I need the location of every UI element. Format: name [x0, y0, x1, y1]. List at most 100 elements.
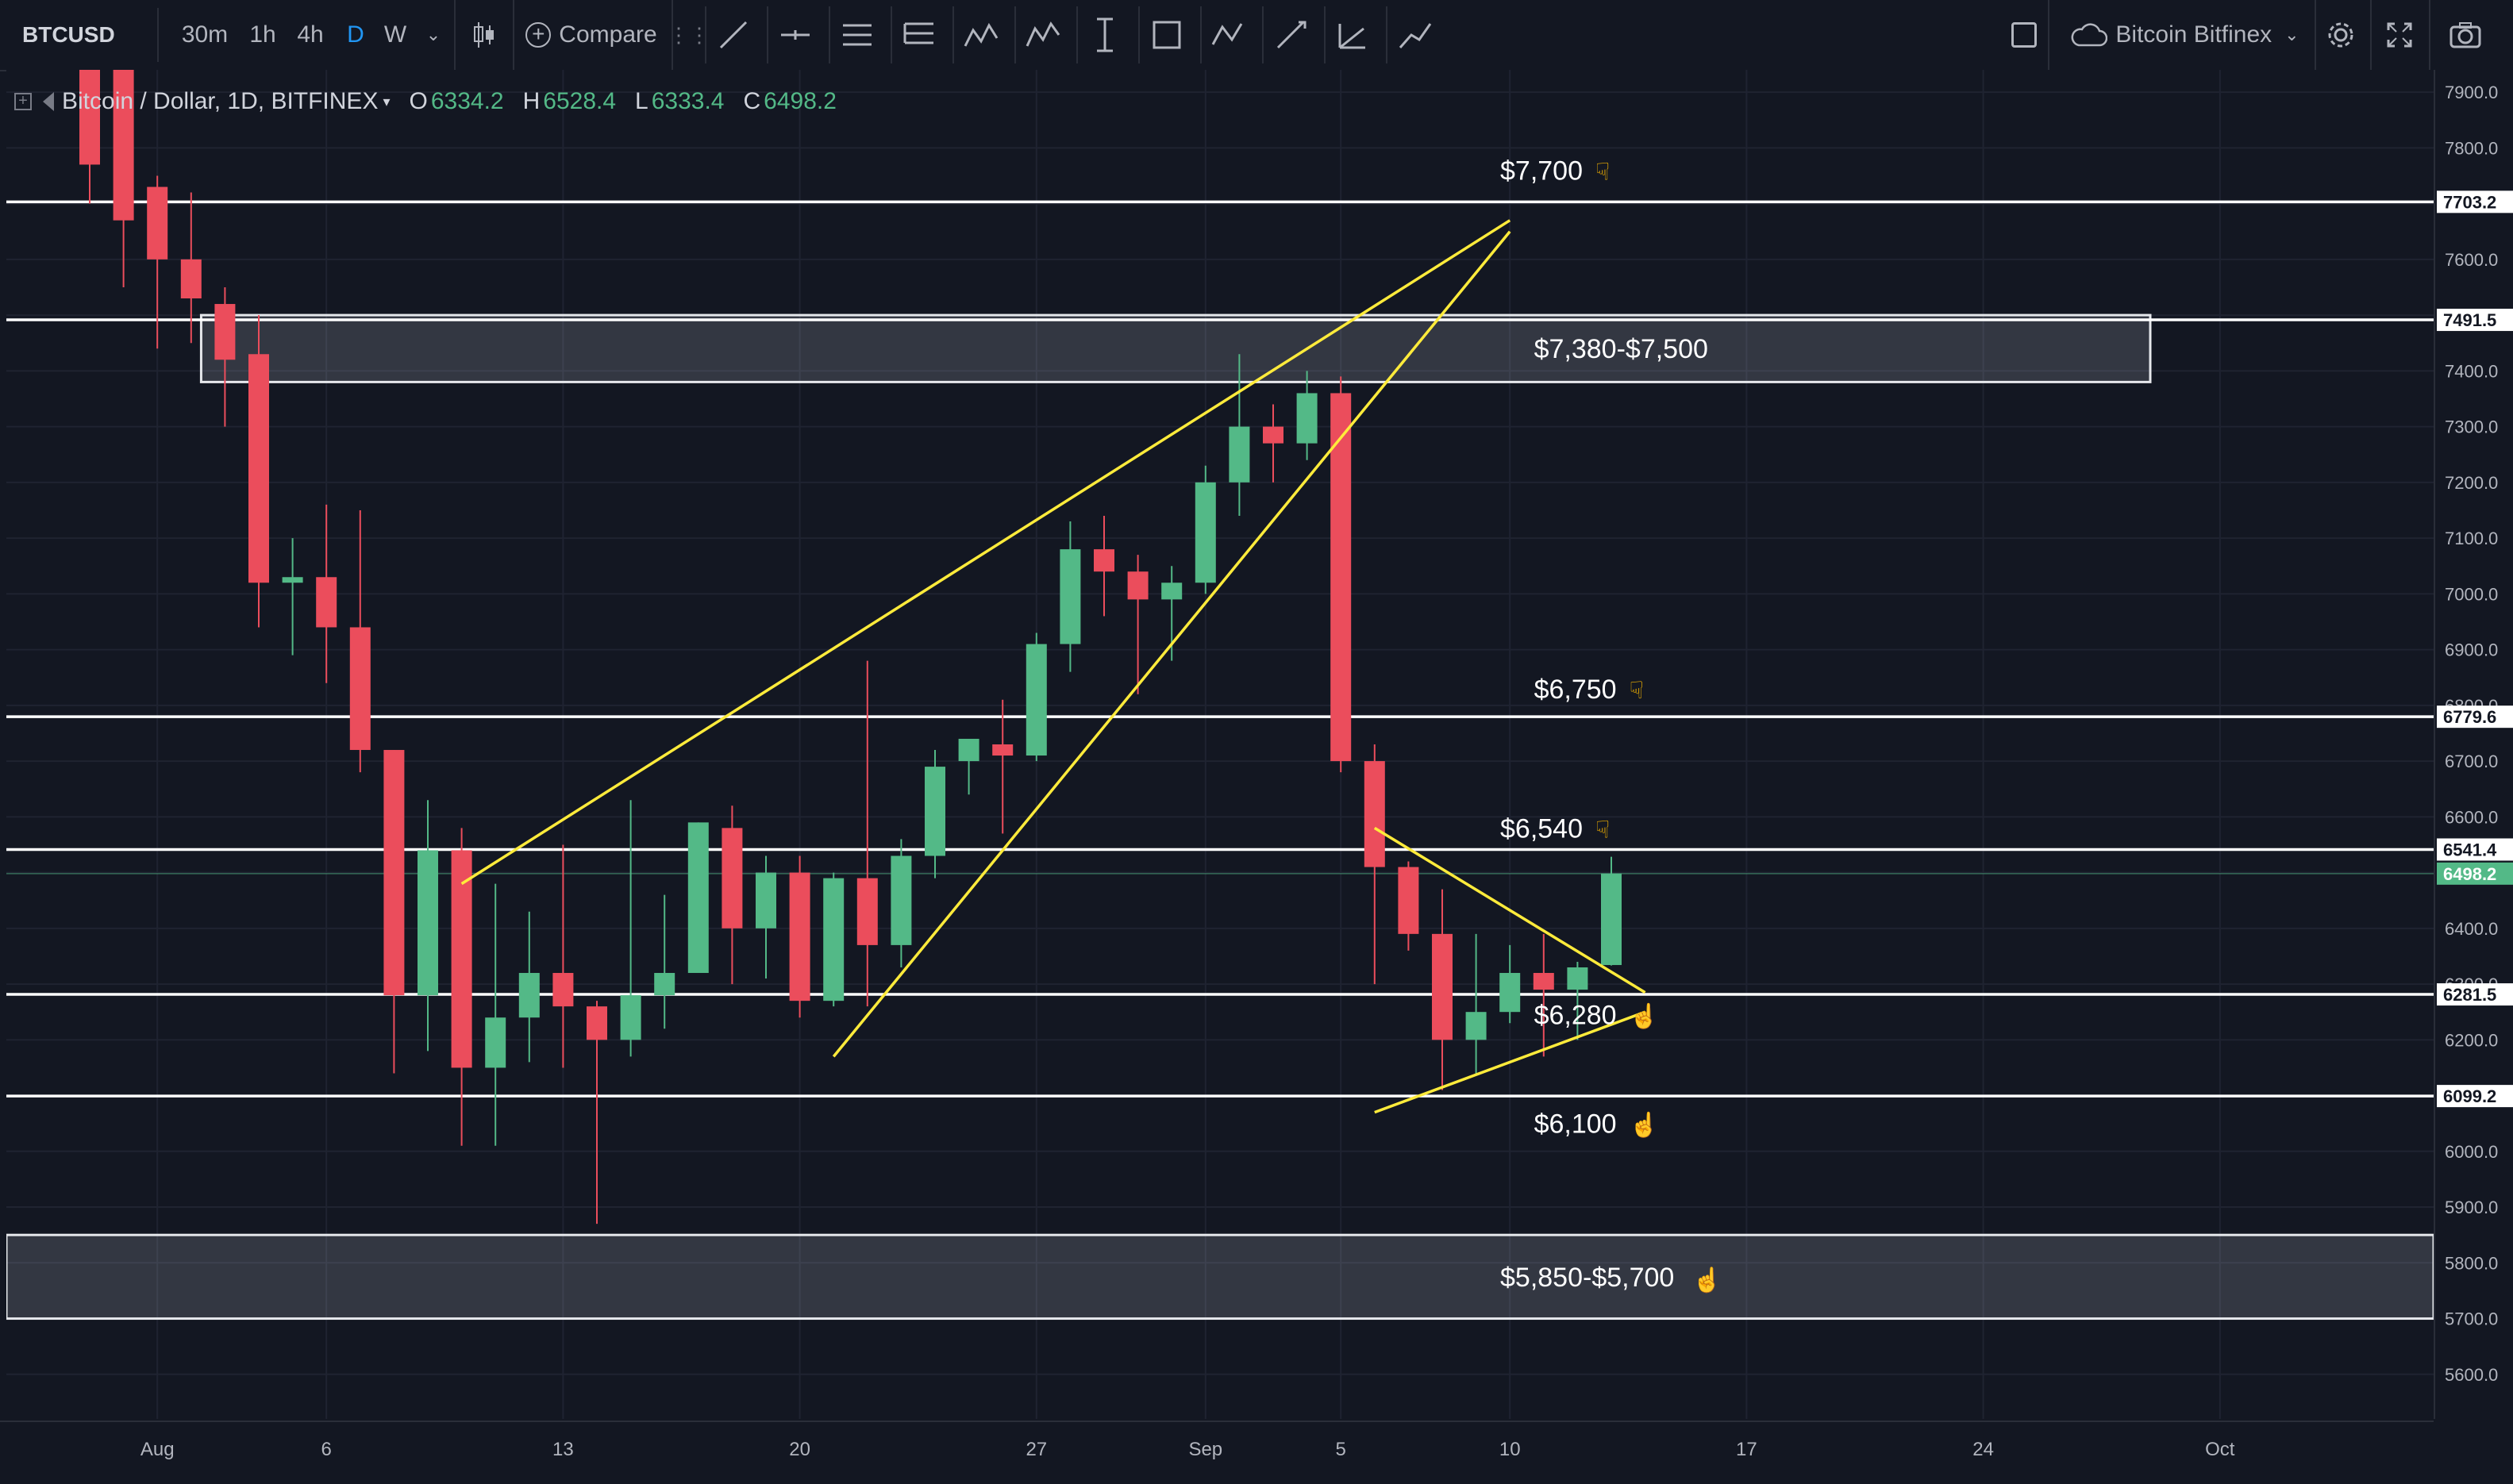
candle-body — [823, 878, 845, 1002]
interval-4h[interactable]: 4h — [297, 21, 324, 48]
gann-fan-tool-icon[interactable] — [1324, 6, 1380, 63]
candle[interactable] — [891, 839, 912, 967]
candle[interactable] — [789, 855, 810, 1018]
expand-icon[interactable] — [2376, 0, 2423, 70]
legend-dropdown-icon[interactable]: ▾ — [383, 93, 391, 110]
candle[interactable] — [113, 70, 134, 287]
trendline[interactable] — [1374, 1010, 1646, 1114]
candle[interactable] — [1127, 555, 1149, 694]
fib-retracement-tool-icon[interactable] — [891, 6, 946, 63]
candle[interactable] — [620, 800, 641, 1057]
candle[interactable] — [1567, 961, 1588, 1040]
price-tick-label: 7800.0 — [2445, 138, 2498, 158]
pointing-down-hand-icon: ☟ — [1630, 678, 1644, 704]
candle[interactable] — [1195, 465, 1216, 594]
candle[interactable] — [958, 738, 979, 795]
candle[interactable] — [1060, 521, 1081, 672]
price-tick-label: 6900.0 — [2445, 640, 2498, 660]
candle[interactable] — [992, 699, 1014, 834]
candle-body — [1364, 761, 1385, 867]
candle[interactable] — [756, 855, 776, 979]
candle[interactable] — [418, 800, 438, 1051]
candle[interactable] — [552, 844, 574, 1068]
candle[interactable] — [248, 315, 269, 628]
time-tick-label: 17 — [1736, 1439, 1757, 1460]
candle[interactable] — [316, 504, 337, 683]
interval-1w[interactable]: W — [383, 21, 407, 48]
candle[interactable] — [587, 1001, 607, 1224]
chart-background — [6, 70, 2434, 1419]
candle[interactable] — [383, 750, 405, 1074]
pitchfork-tool-icon[interactable] — [829, 6, 884, 63]
trendline[interactable] — [460, 219, 1511, 886]
price-tick-label: 5700.0 — [2445, 1309, 2498, 1329]
candle[interactable] — [925, 750, 945, 878]
candle-body — [485, 1017, 506, 1068]
time-axis[interactable]: Aug 6 13 20 27 Sep 5 10 17 24 Oct — [0, 1421, 2434, 1484]
candle[interactable] — [722, 805, 743, 985]
candle[interactable] — [1465, 933, 1487, 1074]
candle[interactable] — [856, 660, 878, 1007]
candle-body — [1499, 973, 1521, 1013]
interval-dropdown-chevron-icon[interactable]: ⌄ — [425, 25, 441, 44]
legend-collapse-icon[interactable]: + — [14, 93, 32, 110]
candle[interactable] — [687, 822, 709, 974]
price-tick-label: 5800.0 — [2445, 1253, 2498, 1273]
chart-type-candles-icon[interactable] — [460, 0, 508, 70]
candle[interactable] — [1364, 744, 1385, 985]
candle[interactable] — [654, 894, 675, 1029]
fullscreen-toggle-icon[interactable] — [2007, 0, 2042, 70]
measure-tool-icon[interactable] — [1076, 6, 1132, 63]
candle-body — [113, 70, 134, 221]
price-axis[interactable]: 5600.05700.05800.05900.06000.06100.06200… — [2434, 70, 2513, 1419]
candle[interactable] — [1398, 861, 1419, 951]
candle-body — [891, 855, 912, 945]
price-zone-rect[interactable] — [199, 313, 2152, 383]
interval-1d[interactable]: D — [347, 21, 364, 48]
candle[interactable] — [518, 911, 540, 1063]
brush-tool-icon[interactable] — [1262, 6, 1318, 63]
candle[interactable] — [349, 509, 371, 773]
candle[interactable] — [1026, 632, 1047, 762]
rectangle-tool-icon[interactable] — [1138, 6, 1194, 63]
horizontal-ray-tool-icon[interactable] — [767, 6, 822, 63]
candle[interactable] — [485, 883, 506, 1146]
trendline-tool-icon[interactable] — [705, 6, 760, 63]
compare-button[interactable]: + Compare — [524, 0, 659, 70]
camera-screenshot-icon[interactable] — [2440, 0, 2491, 70]
candle[interactable] — [451, 828, 472, 1146]
trendline[interactable] — [1373, 826, 1646, 994]
candle[interactable] — [1229, 354, 1250, 516]
candle[interactable] — [1094, 515, 1114, 617]
drag-handle-icon[interactable]: ⋮⋮ — [668, 22, 710, 47]
pattern-tool-icon[interactable] — [952, 6, 1008, 63]
candle[interactable] — [180, 192, 202, 344]
candle[interactable] — [1499, 944, 1521, 1024]
price-zone-rect[interactable] — [6, 1233, 2434, 1321]
price-chart[interactable]: $7,380-$7,500 $5,850-$5,700 ☝ $7,700 ☟ $6,750… — [6, 70, 2434, 1419]
price-tick-label: 7400.0 — [2445, 361, 2498, 381]
candle[interactable] — [1533, 933, 1554, 1057]
legend-symbol-title[interactable]: Bitcoin / Dollar, 1D, BITFINEX — [62, 88, 379, 114]
settings-gear-icon[interactable] — [2318, 0, 2364, 70]
candle[interactable] — [214, 286, 236, 427]
elliott-wave-tool-icon[interactable] — [1014, 6, 1070, 63]
interval-1h[interactable]: 1h — [249, 21, 276, 48]
interval-30m[interactable]: 30m — [181, 21, 229, 48]
candle-body — [1330, 393, 1352, 762]
candle[interactable] — [1263, 404, 1283, 482]
exchange-selector[interactable]: Bitcoin Bitfinex ⌄ — [2062, 0, 2308, 70]
candle[interactable] — [1601, 856, 1622, 966]
candle[interactable] — [823, 872, 845, 1007]
abcd-pattern-tool-icon[interactable] — [1200, 6, 1256, 63]
candle[interactable] — [282, 538, 303, 655]
symbol-search[interactable]: BTCUSD — [6, 8, 159, 62]
candle[interactable] — [1432, 889, 1453, 1090]
trendline[interactable] — [832, 230, 1511, 1058]
path-tool-icon[interactable] — [1386, 6, 1441, 63]
candle[interactable] — [79, 70, 100, 204]
price-tick-label: 7000.0 — [2445, 584, 2498, 604]
candle[interactable] — [1330, 376, 1352, 773]
candle[interactable] — [147, 175, 168, 349]
candle[interactable] — [1296, 371, 1318, 460]
